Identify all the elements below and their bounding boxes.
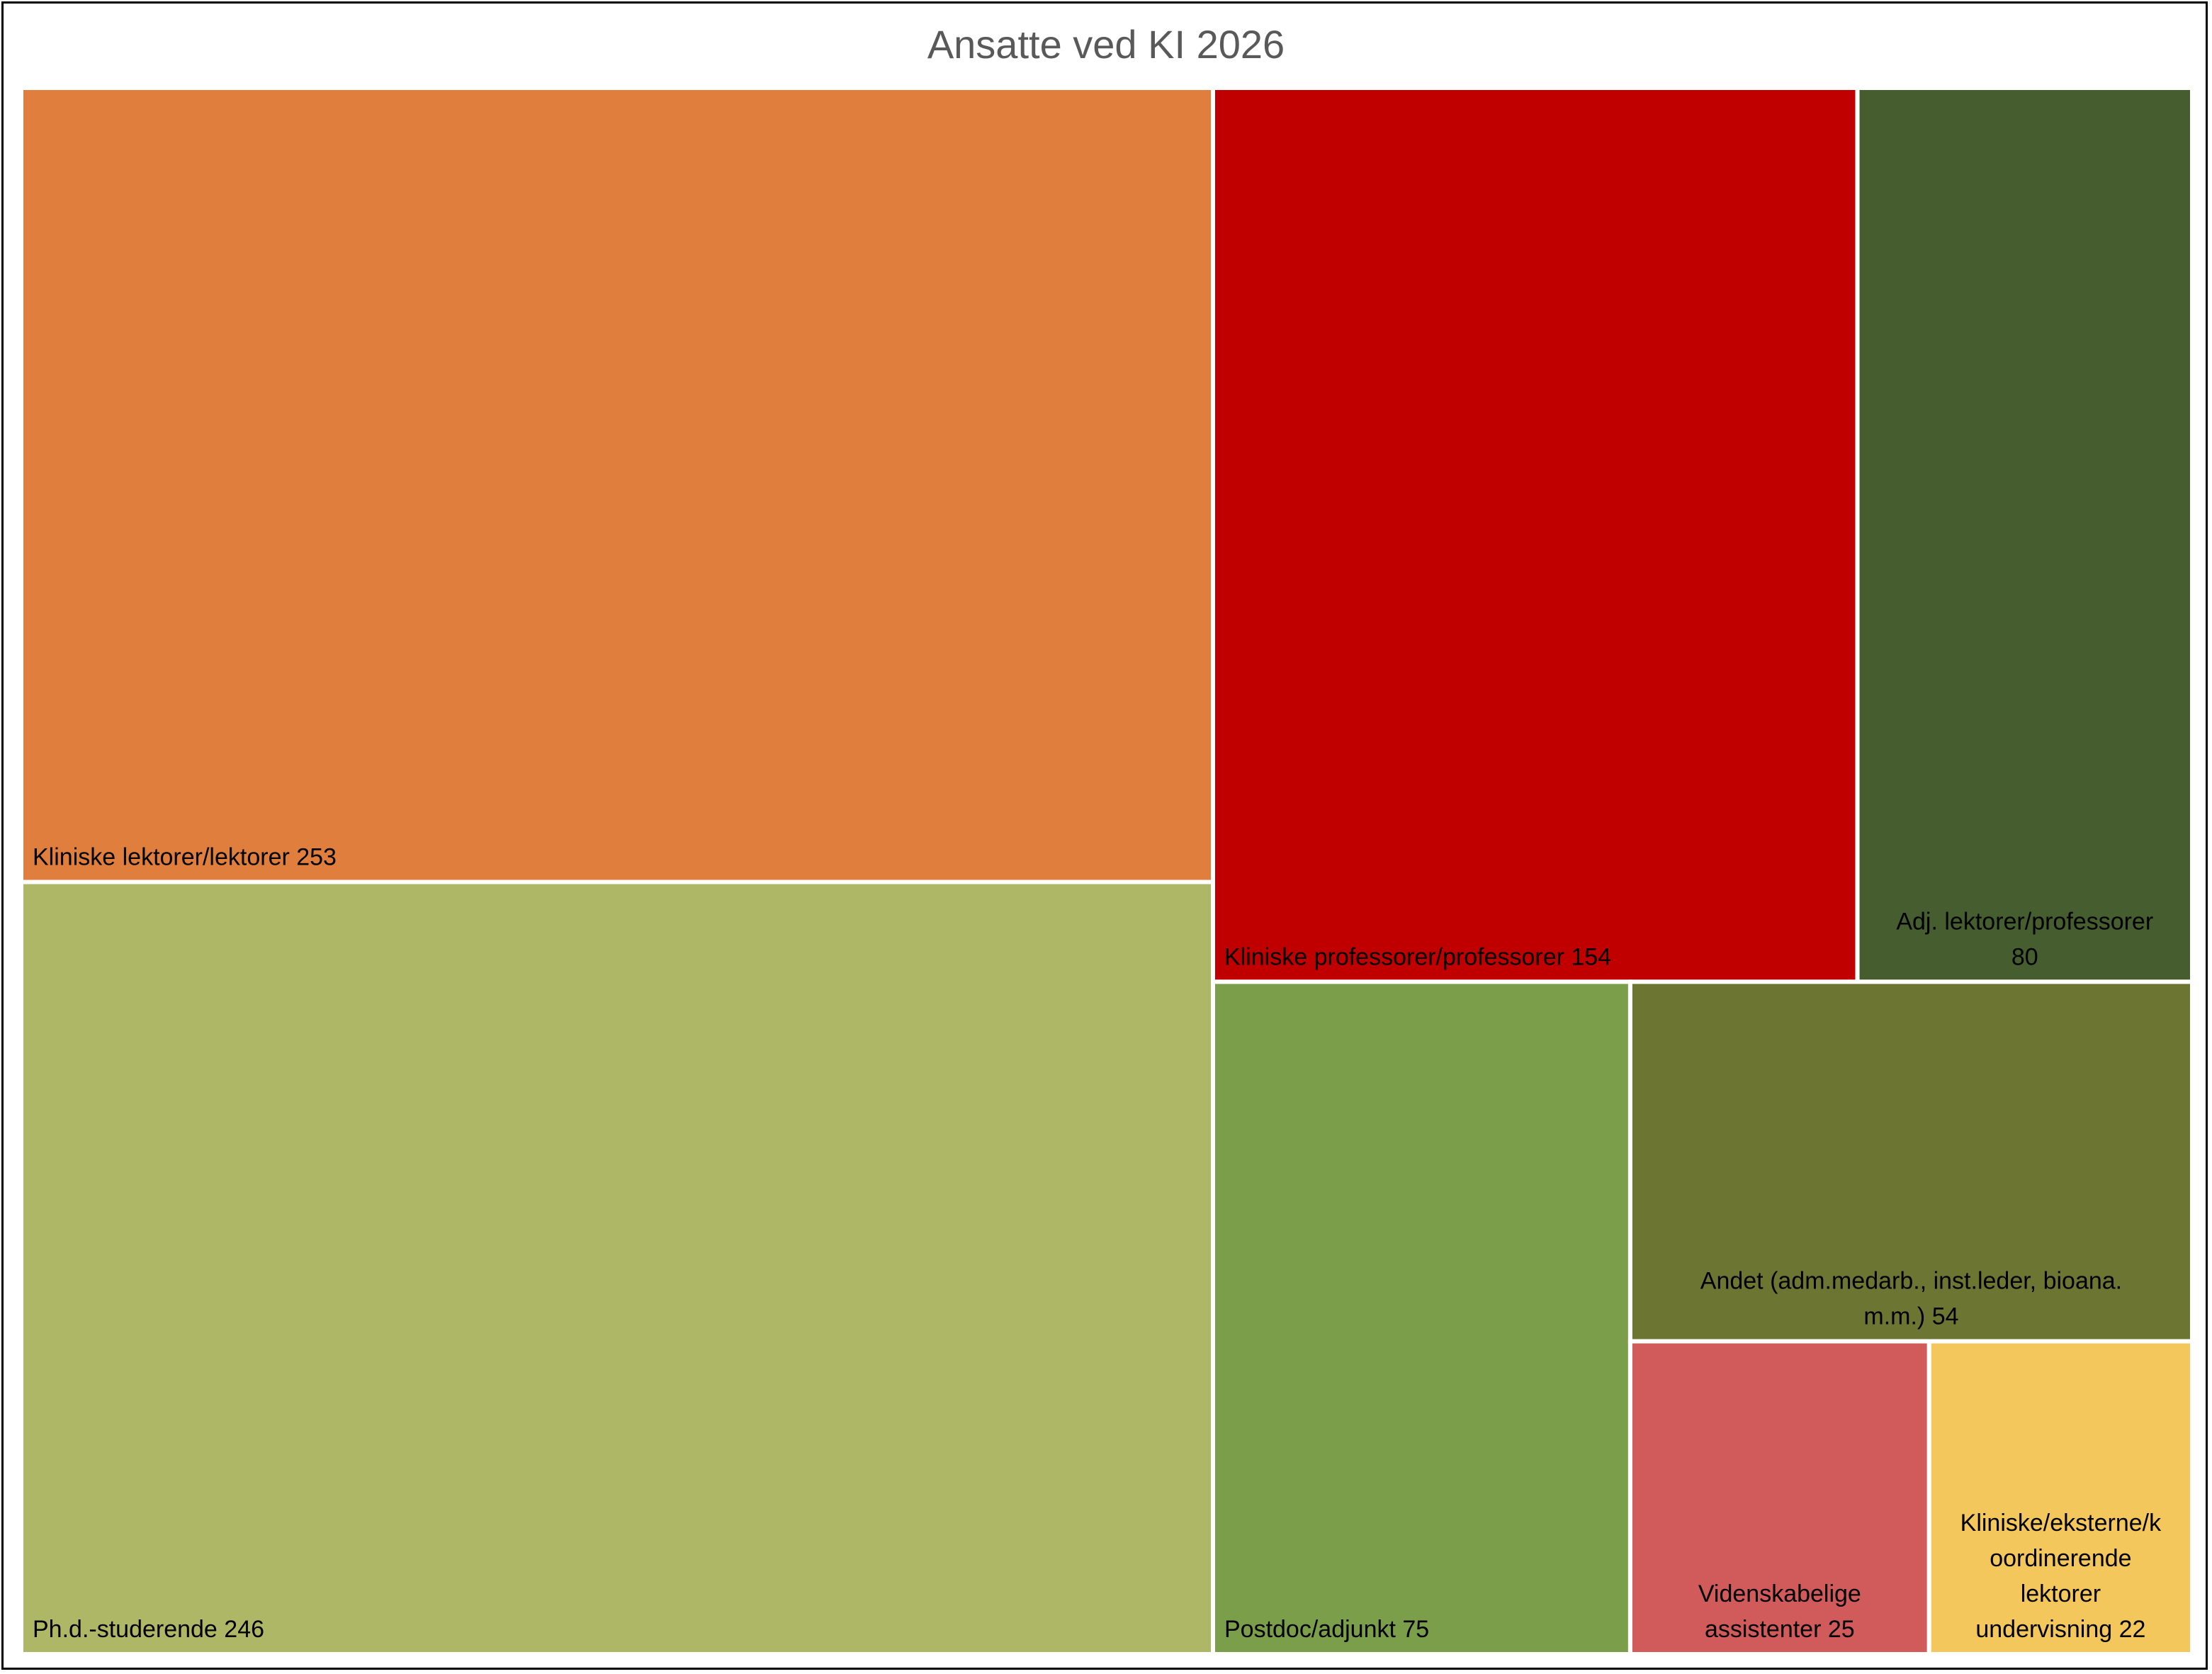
treemap-rect [1926, 1339, 2195, 1656]
treemap-rect [19, 86, 1215, 884]
treemap-cell-kliniske-lektorer-lektorer: Kliniske lektorer/lektorer 253 [19, 86, 1215, 884]
treemap-cell-postdoc-adjunkt: Postdoc/adjunkt 75 [1210, 979, 1632, 1656]
treemap-cell-kliniske-professorer-professorer: Kliniske professorer/professorer 154 [1210, 86, 1860, 984]
treemap-cell-adj-lektorer-professorer: Adj. lektorer/professorer 80 [1855, 86, 2194, 984]
treemap-label: Kliniske lektorer/lektorer 253 [33, 844, 337, 871]
treemap-label: Andet (adm.medarb., inst.leder, bioana. m… [1700, 1268, 2122, 1330]
treemap-label: Videnskabelige assistenter 25 [1698, 1580, 1861, 1643]
treemap-label: Kliniske professorer/professorer 154 [1224, 943, 1611, 970]
treemap-rect [19, 880, 1215, 1656]
treemap-label: Kliniske/eksterne/k oordinerende lektorer u… [1960, 1510, 2162, 1643]
treemap-cell-kliniske-eksterne-koordinerende-lektorer-undervisning: Kliniske/eksterne/k oordinerende lektorer u… [1926, 1339, 2195, 1656]
treemap-cell-videnskabelige-assistenter: Videnskabelige assistenter 25 [1627, 1339, 1931, 1656]
treemap-cell-andet-adm-medarb-inst-leder-bioana-m-m: Andet (adm.medarb., inst.leder, bioana. m… [1627, 979, 2194, 1344]
treemap-cell-ph-d-studerende: Ph.d.-studerende 246 [19, 880, 1215, 1656]
treemap-label: Ph.d.-studerende 246 [33, 1616, 264, 1643]
treemap-rect [1627, 1339, 1931, 1656]
chart-title: Ansatte ved KI 2026 [927, 22, 1285, 67]
treemap-rect [1210, 86, 1860, 984]
treemap-rect [1855, 86, 2194, 984]
treemap-rect [1210, 979, 1632, 1656]
treemap-label: Adj. lektorer/professorer 80 [1896, 908, 2153, 970]
treemap-label: Postdoc/adjunkt 75 [1224, 1616, 1429, 1643]
